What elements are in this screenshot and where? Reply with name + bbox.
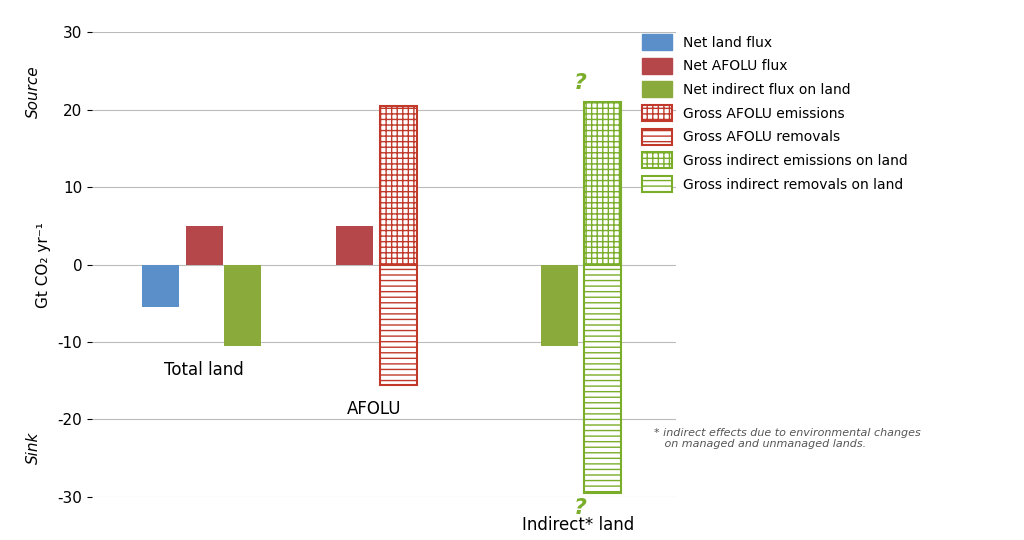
Bar — [336, 226, 374, 265]
Text: * indirect effects due to environmental changes
   on managed and unmanaged land: * indirect effects due to environmental … — [654, 428, 921, 449]
Text: Total land: Total land — [164, 361, 244, 379]
Text: AFOLU: AFOLU — [347, 400, 401, 418]
Text: Source: Source — [27, 65, 41, 118]
Bar — [380, 265, 417, 384]
Bar — [541, 265, 578, 346]
Bar — [141, 265, 179, 307]
Bar — [585, 265, 622, 493]
Legend: Net land flux, Net AFOLU flux, Net indirect flux on land, Gross AFOLU emissions,: Net land flux, Net AFOLU flux, Net indir… — [642, 34, 908, 192]
Text: Indirect* land: Indirect* land — [522, 516, 635, 534]
Text: ?: ? — [574, 498, 587, 518]
Y-axis label: Gt CO₂ yr⁻¹: Gt CO₂ yr⁻¹ — [36, 221, 50, 308]
Bar — [585, 102, 622, 265]
Bar — [380, 106, 417, 265]
Text: ?: ? — [574, 73, 587, 93]
Text: Sink: Sink — [27, 432, 41, 464]
Bar — [224, 265, 261, 346]
Bar — [185, 226, 222, 265]
